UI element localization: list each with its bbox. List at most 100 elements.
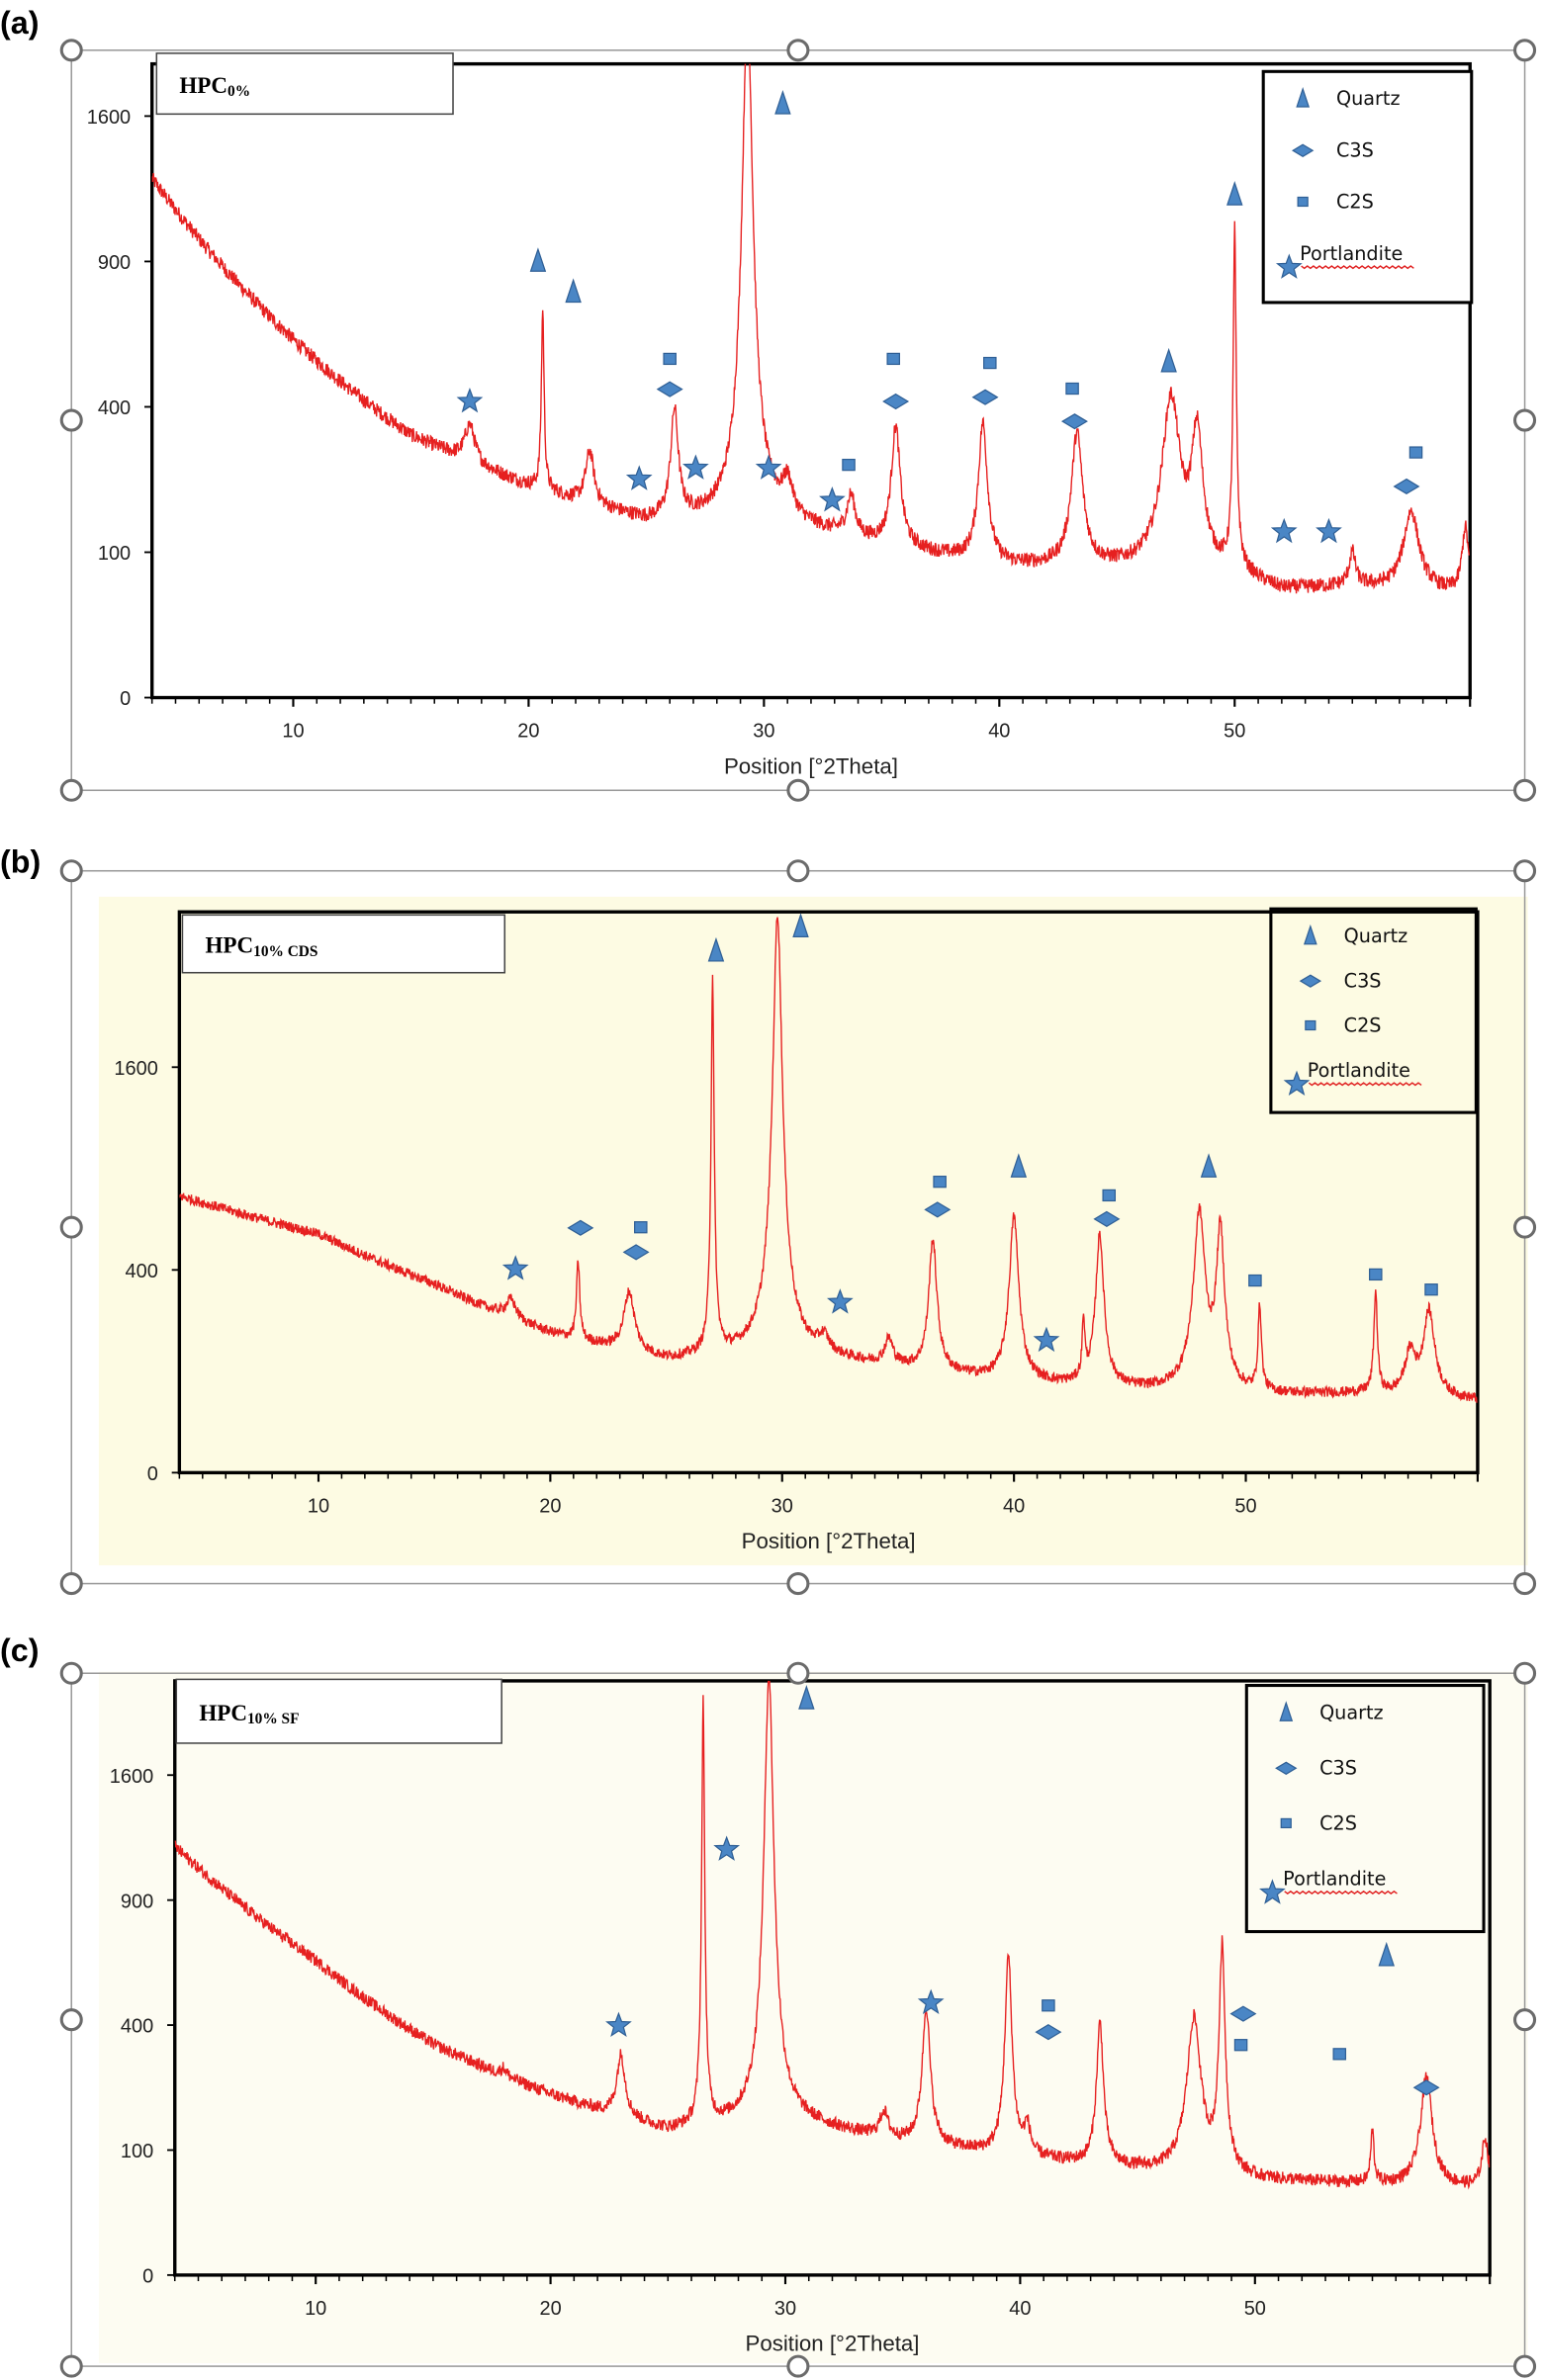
y-tick-label: 900 — [98, 252, 131, 274]
legend-label: Portlandite — [1283, 1868, 1386, 1891]
phase-marker-triangle — [707, 936, 725, 962]
x-tick-label: 30 — [753, 720, 774, 742]
resize-handle[interactable] — [786, 2354, 810, 2378]
x-tick-label: 30 — [774, 2298, 796, 2320]
resize-handle[interactable] — [59, 2008, 83, 2032]
panel-label: (c) — [0, 1632, 39, 1668]
resize-handle[interactable] — [786, 859, 810, 883]
panel-label: (b) — [0, 843, 41, 879]
legend-label: Quartz — [1336, 87, 1401, 110]
resize-handle[interactable] — [59, 408, 83, 432]
resize-handle[interactable] — [1513, 39, 1537, 62]
sample-title-main: HPC — [199, 1700, 247, 1725]
legend-label: Portlandite — [1300, 242, 1403, 265]
panel-b: (b) 10 20 30 40 50 0 400 1600 Position [°2Theta] H… — [0, 843, 1537, 1596]
legend-item-portlandite: Portlandite — [1283, 1059, 1422, 1097]
phase-marker-star — [826, 1288, 854, 1314]
resize-handle[interactable] — [59, 39, 83, 62]
resize-handle[interactable] — [1513, 408, 1537, 432]
x-tick-label: 40 — [1009, 2298, 1031, 2320]
resize-handle[interactable] — [59, 1572, 83, 1596]
resize-handle[interactable] — [59, 2354, 83, 2378]
phase-marker-star — [1270, 517, 1298, 544]
panel-background — [98, 1671, 1528, 2364]
resize-handle[interactable] — [786, 39, 810, 62]
sample-title: HPC0% — [179, 72, 250, 100]
resize-handle[interactable] — [59, 778, 83, 802]
legend-item-portlandite: Portlandite — [1275, 242, 1414, 279]
x-tick-label: 30 — [772, 1495, 793, 1517]
phase-marker-square — [634, 1221, 648, 1234]
phase-marker-diamond — [1060, 413, 1088, 430]
y-tick-label: 900 — [121, 1891, 153, 1912]
resize-handle[interactable] — [1513, 859, 1537, 883]
sample-title-subscript: 10% SF — [247, 1711, 299, 1727]
legend-item-c3s: C3S — [1275, 1756, 1357, 1779]
y-tick-label: 400 — [126, 1261, 158, 1282]
phase-marker-diamond — [656, 381, 683, 397]
panel-label: (a) — [0, 5, 39, 41]
x-tick-label: 40 — [988, 720, 1010, 742]
phase-marker-star — [1316, 517, 1342, 544]
diamond-icon — [1299, 974, 1322, 988]
diamond-icon — [1275, 1761, 1298, 1776]
legend-item-c2s: C2S — [1280, 1812, 1357, 1835]
phase-marker-triangle — [1200, 1153, 1218, 1178]
y-tick-label: 1600 — [114, 1058, 157, 1080]
phase-marker-star — [605, 2011, 632, 2038]
resize-handle[interactable] — [1513, 2354, 1537, 2378]
legend-label: C3S — [1319, 1756, 1357, 1779]
phase-marker-star — [1033, 1326, 1060, 1353]
x-tick-label: 40 — [1003, 1495, 1025, 1517]
y-tick-label: 100 — [98, 543, 131, 565]
y-tick-label: 400 — [121, 2016, 153, 2038]
legend-label: Portlandite — [1308, 1059, 1410, 1082]
phase-marker-star — [456, 387, 484, 413]
legend-label: C2S — [1319, 1812, 1357, 1835]
resize-handle[interactable] — [59, 1661, 83, 1685]
y-tick-label: 1600 — [87, 107, 131, 129]
resize-handle[interactable] — [59, 859, 83, 883]
resize-handle[interactable] — [59, 1215, 83, 1239]
triangle-icon — [1304, 924, 1317, 945]
sample-title-subscript: 10% CDS — [253, 943, 318, 960]
y-tick-label: 0 — [142, 2266, 153, 2288]
phase-marker-square — [1233, 2039, 1248, 2052]
legend-box — [1244, 1684, 1486, 1934]
resize-handle[interactable] — [786, 778, 810, 802]
resize-handle[interactable] — [1513, 778, 1537, 802]
resize-handle[interactable] — [1513, 1572, 1537, 1596]
phase-marker-square — [933, 1176, 947, 1189]
star-icon — [1275, 253, 1303, 279]
phase-marker-diamond — [1035, 2024, 1062, 2041]
x-tick-label: 20 — [517, 720, 539, 742]
triangle-icon — [1279, 1701, 1294, 1721]
phase-marker-square — [842, 458, 856, 472]
diffraction-curve — [174, 1680, 1491, 2190]
phase-marker-triangle — [565, 278, 582, 304]
legend: Quartz C3S C2S Portlandite — [1269, 907, 1478, 1114]
sample-title-subscript: 0% — [227, 83, 250, 100]
phase-marker-triangle — [774, 89, 791, 115]
phase-marker-star — [625, 465, 653, 490]
x-axis-title: Position [°2Theta] — [745, 2332, 919, 2356]
x-axis-title: Position [°2Theta] — [724, 753, 898, 778]
resize-handle[interactable] — [1513, 1215, 1537, 1239]
y-tick-label: 0 — [147, 1463, 158, 1485]
resize-handle[interactable] — [1513, 2008, 1537, 2032]
x-tick-label: 50 — [1244, 2298, 1266, 2320]
panel-c: (c) 10 20 30 40 50 0 100 400 900 1600 Position [°2T… — [0, 1632, 1537, 2378]
legend-label: Quartz — [1344, 925, 1408, 947]
x-tick-label: 10 — [282, 720, 304, 742]
resize-handle[interactable] — [1513, 1661, 1537, 1685]
diffraction-curve — [151, 63, 1471, 594]
resize-handle[interactable] — [786, 1661, 810, 1685]
resize-handle[interactable] — [786, 1572, 810, 1596]
legend-label: C2S — [1344, 1014, 1382, 1037]
phase-marker-diamond — [924, 1201, 952, 1218]
phase-marker-triangle — [529, 247, 547, 272]
x-tick-label: 10 — [305, 2298, 326, 2320]
phase-marker-diamond — [567, 1219, 594, 1236]
sample-title-box — [181, 914, 506, 974]
phase-marker-square — [1065, 382, 1079, 396]
